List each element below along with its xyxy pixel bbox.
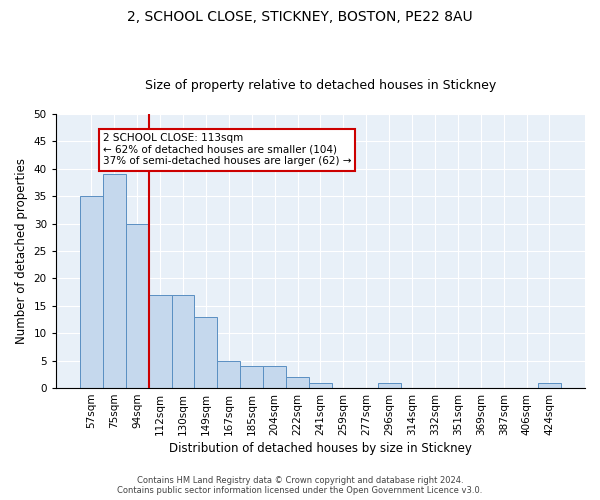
Bar xyxy=(377,382,401,388)
Bar xyxy=(240,366,263,388)
Bar xyxy=(309,382,332,388)
Text: 2, SCHOOL CLOSE, STICKNEY, BOSTON, PE22 8AU: 2, SCHOOL CLOSE, STICKNEY, BOSTON, PE22 … xyxy=(127,10,473,24)
Bar xyxy=(80,196,103,388)
Bar xyxy=(286,377,309,388)
Bar xyxy=(126,224,149,388)
Bar xyxy=(217,360,240,388)
Text: 2 SCHOOL CLOSE: 113sqm
← 62% of detached houses are smaller (104)
37% of semi-de: 2 SCHOOL CLOSE: 113sqm ← 62% of detached… xyxy=(103,133,351,166)
Title: Size of property relative to detached houses in Stickney: Size of property relative to detached ho… xyxy=(145,79,496,92)
Bar xyxy=(172,295,194,388)
Y-axis label: Number of detached properties: Number of detached properties xyxy=(15,158,28,344)
Bar xyxy=(149,295,172,388)
Bar xyxy=(194,317,217,388)
Bar xyxy=(538,382,561,388)
Bar xyxy=(263,366,286,388)
Bar xyxy=(103,174,126,388)
Text: Contains HM Land Registry data © Crown copyright and database right 2024.
Contai: Contains HM Land Registry data © Crown c… xyxy=(118,476,482,495)
X-axis label: Distribution of detached houses by size in Stickney: Distribution of detached houses by size … xyxy=(169,442,472,455)
